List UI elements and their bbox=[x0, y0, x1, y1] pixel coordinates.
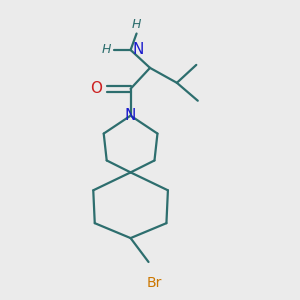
Text: N: N bbox=[133, 43, 144, 58]
Text: O: O bbox=[90, 81, 102, 96]
Text: H: H bbox=[101, 44, 111, 56]
Text: H: H bbox=[132, 18, 141, 31]
Text: N: N bbox=[125, 108, 136, 123]
Text: Br: Br bbox=[147, 276, 162, 290]
